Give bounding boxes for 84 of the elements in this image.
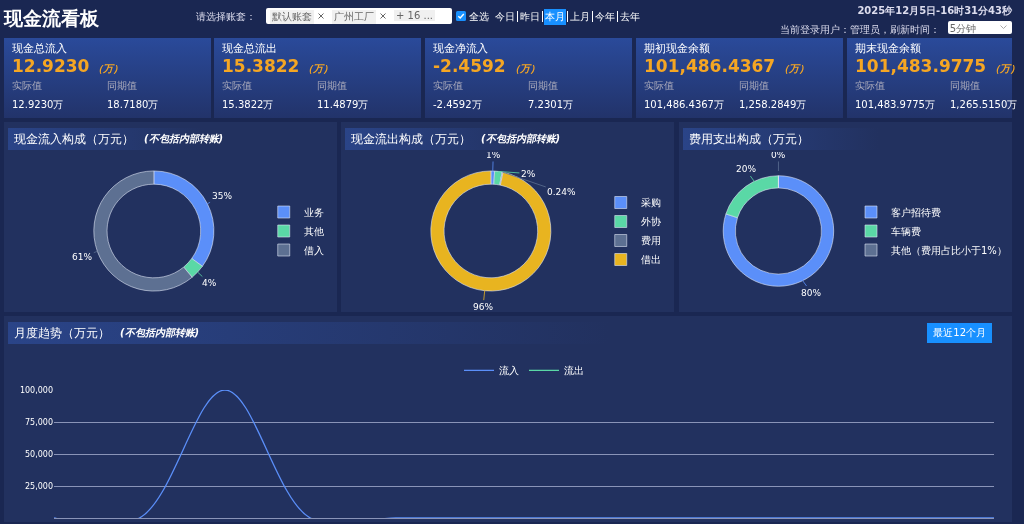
chart-title: 现金流入构成（万元） bbox=[14, 130, 134, 148]
legend-label: 业务 bbox=[303, 206, 324, 218]
text: + 16 ... bbox=[394, 10, 435, 21]
text: 101,483.9775 bbox=[855, 56, 987, 76]
text: 现金净流入 bbox=[433, 41, 488, 56]
text: 2025年12月5日-16时31分43秒 bbox=[857, 4, 1012, 18]
text: -2.4592 bbox=[433, 56, 506, 76]
text: 1,265.5150万 bbox=[950, 98, 1018, 112]
text: 实际值 bbox=[12, 79, 42, 93]
text: 最近12个月 bbox=[927, 323, 992, 343]
text: 当前登录用户：管理员，刷新时间： bbox=[780, 23, 940, 37]
text: 今年 bbox=[594, 10, 616, 24]
text: 期末现金余额 bbox=[855, 41, 921, 56]
chart-title: 现金流出构成（万元） bbox=[351, 130, 471, 148]
text: -2.4592万 bbox=[433, 98, 482, 112]
data-label: 0.24% bbox=[547, 187, 577, 197]
legend-label: 其他 bbox=[303, 225, 324, 237]
y-tick-label: 75,000 bbox=[25, 417, 53, 427]
text: 12.9230 bbox=[12, 56, 90, 76]
data-label: 20% bbox=[736, 164, 757, 174]
text: 去年 bbox=[619, 10, 641, 24]
text: 实际值 bbox=[433, 79, 463, 93]
y-tick-label: 100,000 bbox=[19, 385, 53, 395]
text: 昨日 bbox=[519, 10, 541, 24]
text: 同期值 bbox=[739, 79, 769, 93]
data-label: 2% bbox=[521, 169, 536, 179]
y-tick-label: 50,000 bbox=[25, 449, 53, 459]
text: 今日 bbox=[494, 10, 516, 24]
chart-title: 月度趋势（万元） bbox=[14, 324, 110, 342]
text: 期初现金余额 bbox=[644, 41, 710, 56]
text: 现金总流出 bbox=[222, 41, 277, 56]
text: 5分钟 bbox=[949, 22, 976, 36]
chart-title: 费用支出构成（万元） bbox=[689, 130, 809, 148]
data-label: 4% bbox=[202, 278, 217, 288]
text: 同期值 bbox=[528, 79, 558, 93]
text: 实际值 bbox=[855, 79, 885, 93]
chart-subtitle: (不包括内部转账) bbox=[120, 326, 200, 340]
chart-subtitle: (不包括内部转账) bbox=[144, 132, 224, 146]
legend-label: 费用 bbox=[640, 235, 661, 247]
text: 15.3822万 bbox=[222, 98, 274, 112]
text: 默认账套 bbox=[270, 10, 314, 24]
text: 101,486.4367万 bbox=[644, 98, 724, 112]
text: 101,483.9775万 bbox=[855, 98, 935, 112]
text: （万） bbox=[779, 63, 810, 74]
legend-label: 借入 bbox=[303, 244, 324, 256]
text: 广州工厂 bbox=[332, 10, 376, 24]
text: 现金总流入 bbox=[12, 41, 67, 56]
text: 全选 bbox=[469, 10, 489, 24]
text: 上月 bbox=[569, 10, 591, 24]
legend-label: 客户招待费 bbox=[891, 206, 941, 218]
y-tick-label: 25,000 bbox=[25, 481, 53, 491]
text: 0% bbox=[771, 150, 786, 160]
text: 现金流看板 bbox=[4, 6, 99, 31]
text: 1,258.2849万 bbox=[739, 98, 807, 112]
text: 同期值 bbox=[107, 79, 137, 93]
legend-label: 采购 bbox=[640, 197, 661, 209]
text: 7.2301万 bbox=[528, 98, 573, 112]
text: 101,486.4367 bbox=[644, 56, 776, 76]
text: 15.3822 bbox=[222, 56, 300, 76]
legend-label: 车辆费 bbox=[891, 225, 921, 237]
text: 请选择账套： bbox=[196, 10, 256, 24]
data-label: 80% bbox=[801, 288, 822, 298]
text: 12.9230万 bbox=[12, 98, 64, 112]
text: 实际值 bbox=[222, 79, 252, 93]
legend-label: 流出 bbox=[564, 365, 584, 377]
legend-label: 外协 bbox=[640, 216, 661, 228]
text: 本月 bbox=[544, 9, 566, 25]
legend-label: 其他（费用占比小于1%） bbox=[891, 244, 1007, 256]
text: （万） bbox=[509, 63, 540, 74]
data-label: 61% bbox=[72, 252, 93, 262]
text: （万） bbox=[93, 63, 124, 74]
text: 18.7180万 bbox=[107, 98, 159, 112]
legend-label: 流入 bbox=[499, 365, 519, 377]
text: 11.4879万 bbox=[317, 98, 369, 112]
text: 实际值 bbox=[644, 79, 674, 93]
data-label: 1% bbox=[486, 150, 501, 160]
text: 同期值 bbox=[950, 79, 980, 93]
data-label: 35% bbox=[212, 191, 233, 201]
chart-subtitle: (不包括内部转账) bbox=[481, 132, 561, 146]
legend-label: 借出 bbox=[640, 254, 661, 266]
data-label: 96% bbox=[473, 302, 494, 312]
text: 同期值 bbox=[317, 79, 347, 93]
text: （万） bbox=[303, 63, 334, 74]
text: （万） bbox=[990, 63, 1021, 74]
